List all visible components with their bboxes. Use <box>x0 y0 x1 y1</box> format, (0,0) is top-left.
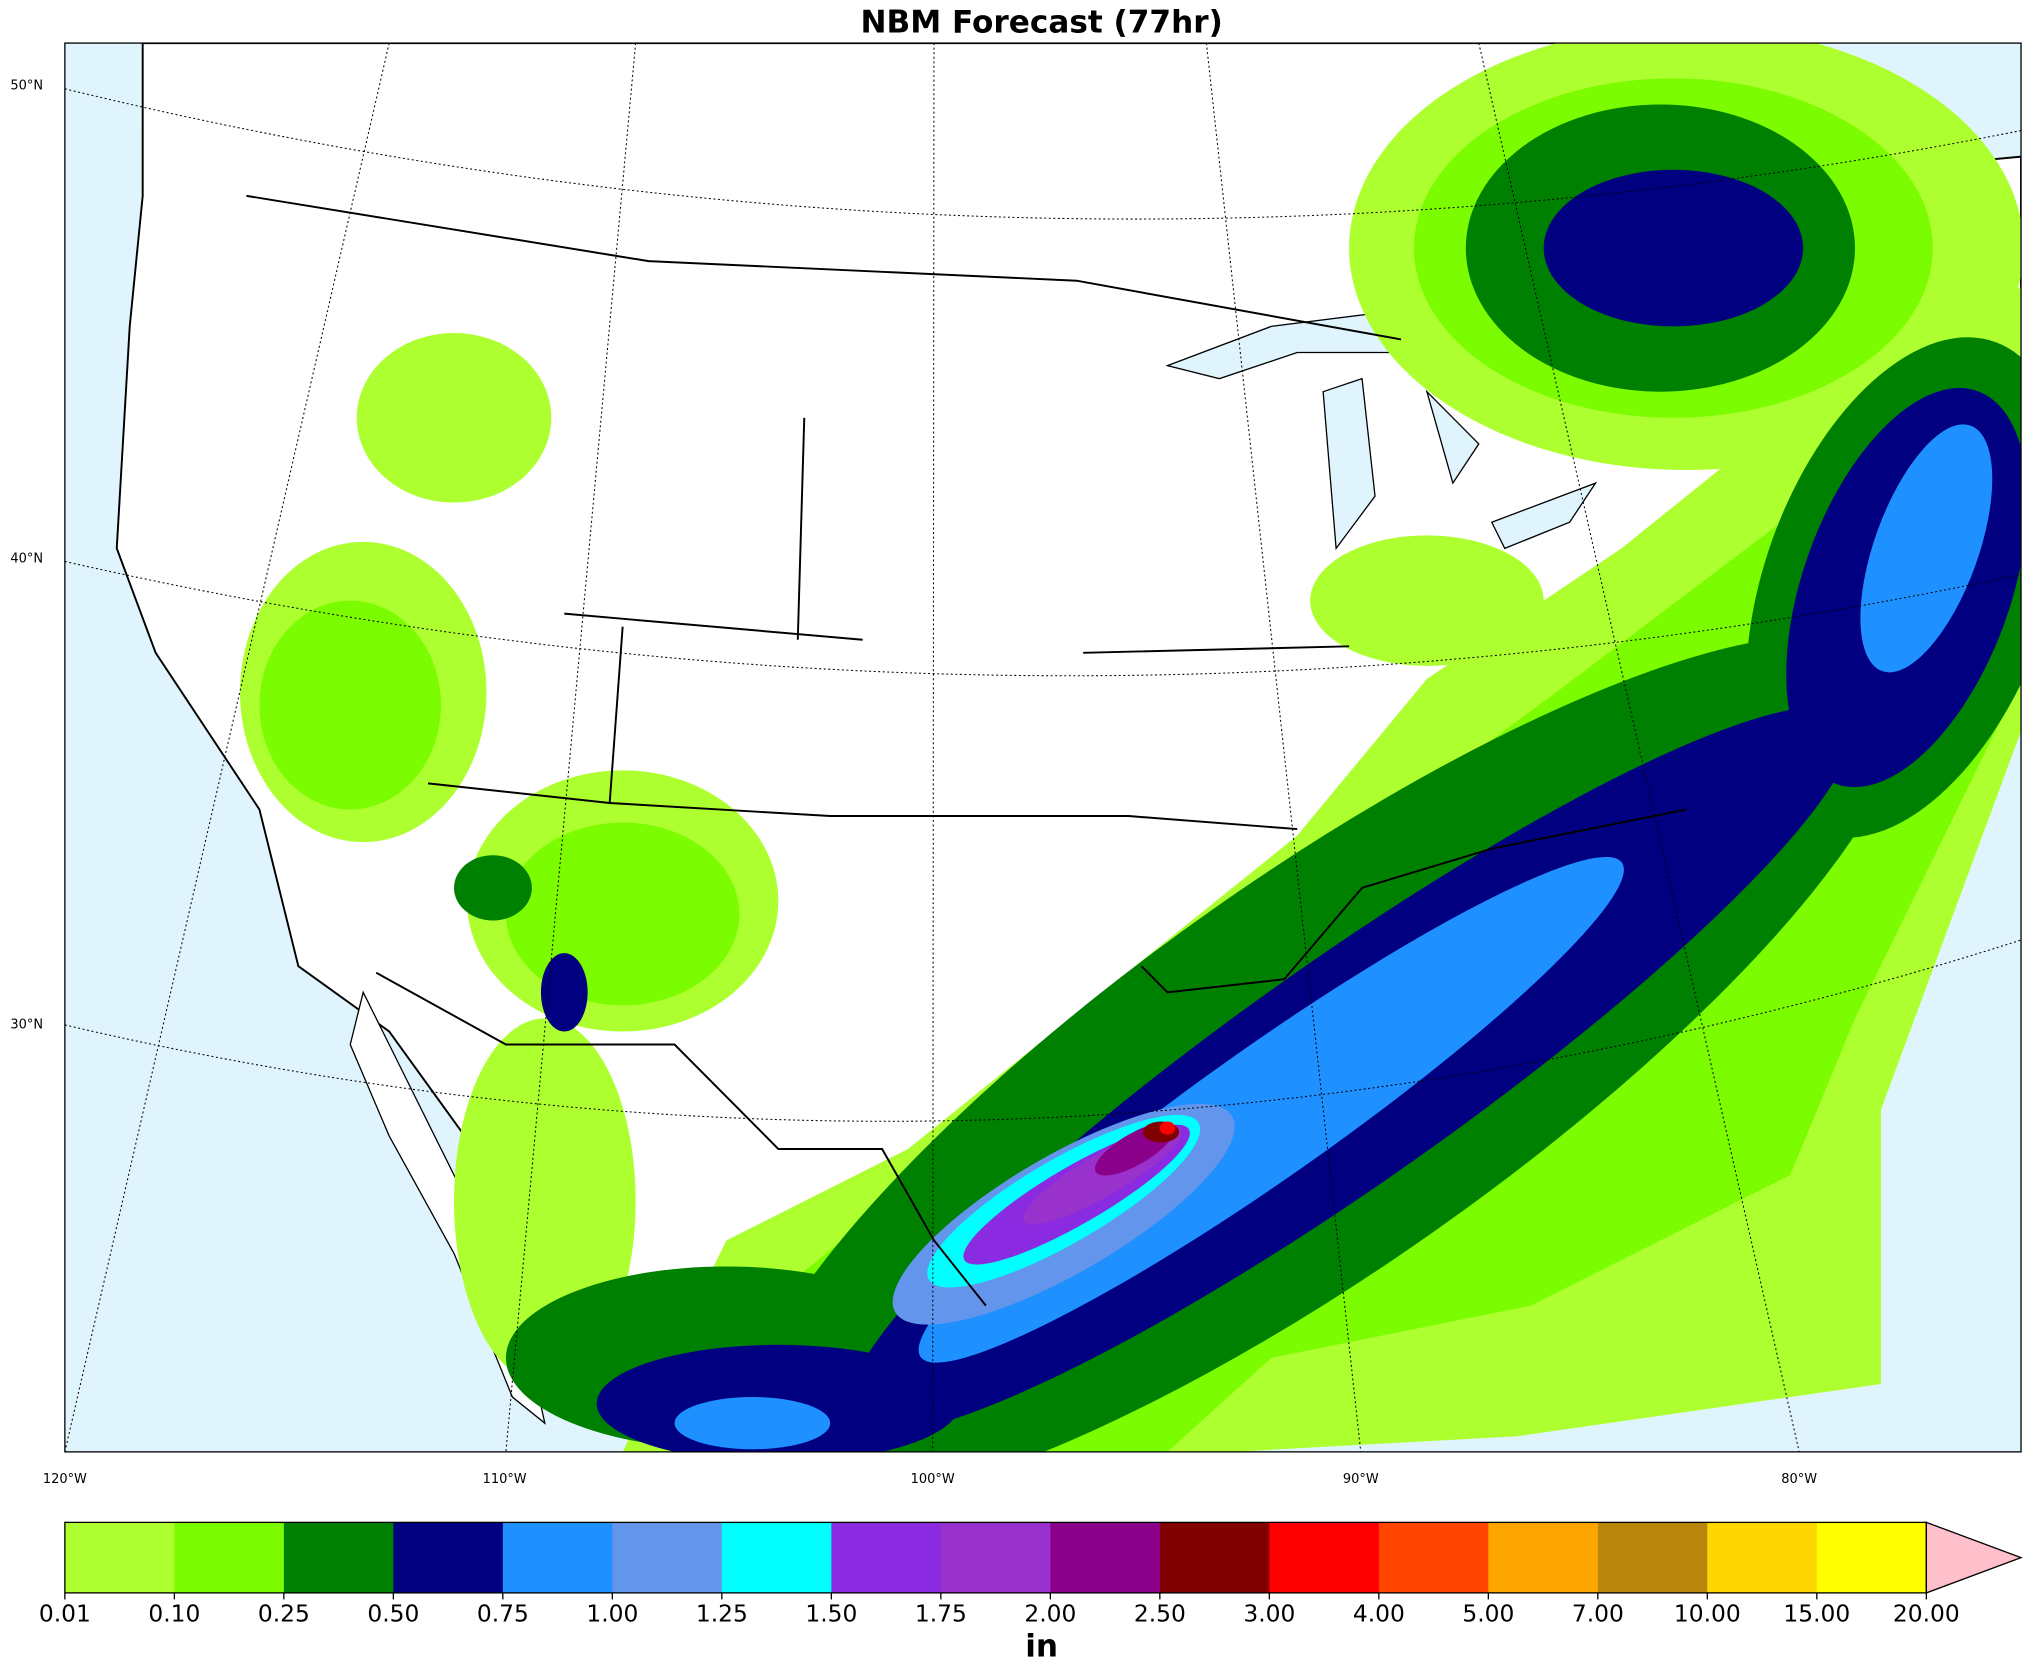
colorbar-box <box>1816 1522 1927 1593</box>
colorbar-box <box>721 1522 832 1593</box>
colorbar-tick-label: 0.50 <box>367 1600 419 1628</box>
lon-label: 100°W <box>911 1472 955 1487</box>
colorbar-box <box>1159 1522 1270 1593</box>
colorbar-box <box>612 1522 723 1593</box>
colorbar-box <box>1597 1522 1708 1593</box>
colorbar-tick-label: 2.50 <box>1134 1600 1186 1628</box>
state-borders <box>246 194 1687 1307</box>
colorbar-tick-label: 0.25 <box>258 1600 310 1628</box>
colorbar-tick-label: 5.00 <box>1462 1600 1514 1628</box>
colorbar-tick-label: 1.25 <box>696 1600 748 1628</box>
colorbar-box <box>1050 1522 1161 1593</box>
graticule <box>64 43 2022 1452</box>
colorbar-box <box>831 1522 942 1593</box>
colorbar-tick-label: 7.00 <box>1572 1600 1624 1628</box>
colorbar-tick-label: 1.75 <box>915 1600 967 1628</box>
colorbar-box <box>283 1522 395 1593</box>
colorbar-tick-label: 1.50 <box>805 1600 857 1628</box>
colorbar-tick-label: 0.01 <box>39 1600 91 1628</box>
precipitation <box>239 43 2022 1452</box>
colorbar-box <box>393 1522 504 1593</box>
lon-label: 80°W <box>1781 1472 1817 1487</box>
colorbar-tick-label: 15.00 <box>1783 1600 1850 1628</box>
colorbar-box <box>502 1522 614 1593</box>
map-frame <box>64 42 2022 1453</box>
colorbar-box <box>1707 1522 1818 1593</box>
colorbar-tick-label: 0.10 <box>148 1600 200 1628</box>
colorbar-unit: in <box>1025 1629 1058 1665</box>
colorbar-tick-label: 4.00 <box>1353 1600 1405 1628</box>
lat-label: 30°N <box>10 1017 43 1032</box>
great-lakes <box>1165 312 1598 551</box>
colorbar: 0.01 0.10 0.25 0.50 0.75 1.00 1.25 1.50 1.75 2.00… <box>39 1521 2023 1628</box>
colorbar-frame <box>64 1521 1927 1594</box>
colorbar-tick-label: 2.00 <box>1024 1600 1076 1628</box>
lat-label: 40°N <box>10 551 43 566</box>
lon-label: 110°W <box>483 1472 527 1487</box>
colorbar-box <box>1488 1522 1599 1593</box>
colorbar-box <box>174 1522 285 1593</box>
colorbar-box <box>1269 1522 1380 1593</box>
colorbar-box <box>1378 1522 1489 1593</box>
colorbar-tick-label: 3.00 <box>1243 1600 1295 1628</box>
colorbar-box <box>940 1522 1051 1593</box>
lat-label: 50°N <box>10 79 43 94</box>
map-title: NBM Forecast (77hr) <box>860 4 1222 40</box>
colorbar-box <box>64 1522 176 1593</box>
colorbar-tick-label: 0.75 <box>477 1600 529 1628</box>
map-panel <box>64 42 2022 1453</box>
colorbar-tick-label: 10.00 <box>1674 1600 1741 1628</box>
colorbar-extend <box>1925 1521 2023 1594</box>
lon-label: 120°W <box>43 1472 87 1487</box>
colorbar-tick-label: 20.00 <box>1893 1600 1960 1628</box>
colorbar-tick-label: 1.00 <box>586 1600 638 1628</box>
lon-label: 90°W <box>1343 1472 1379 1487</box>
